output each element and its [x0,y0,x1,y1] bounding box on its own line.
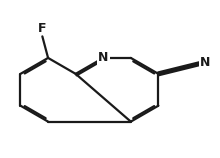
Text: N: N [200,56,210,69]
Text: F: F [38,22,47,35]
Text: N: N [98,51,108,64]
